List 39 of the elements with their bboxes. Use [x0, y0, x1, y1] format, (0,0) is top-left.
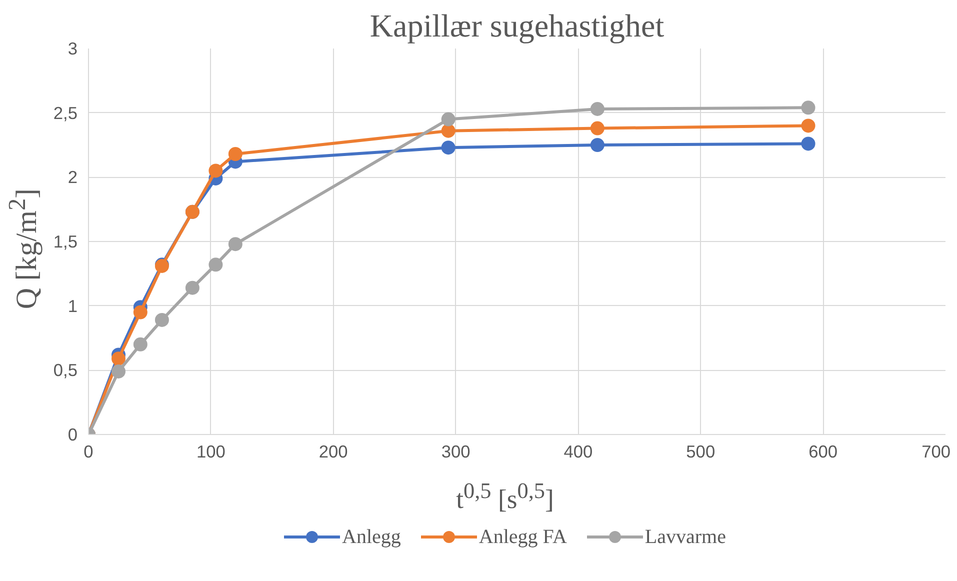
point [801, 136, 816, 151]
point [441, 112, 456, 126]
x-tick-label: 100 [196, 442, 226, 462]
x-tick-label: 200 [318, 442, 348, 462]
y-tick-label: 1,5 [53, 232, 78, 252]
point [208, 164, 223, 178]
legend-label: Anlegg [342, 525, 401, 550]
y-tick-label: 0,5 [53, 360, 78, 380]
legend-label: Lavvarme [644, 525, 726, 550]
point [133, 337, 148, 352]
point [590, 121, 604, 136]
point [228, 147, 242, 161]
point [441, 140, 456, 155]
y-tick-label: 2,5 [53, 102, 78, 123]
point [185, 280, 200, 295]
point [801, 100, 816, 115]
x-tick-label: 500 [686, 442, 716, 462]
y-tick-label: 1 [68, 296, 78, 316]
x-axis-title: t$^{0,5}$ [s$^{0,5}$] [455, 477, 555, 516]
legend-label: Anlegg FA [478, 525, 567, 550]
chart-title: Kapillær sugehastighet [370, 8, 664, 44]
point [590, 138, 604, 152]
x-tick-label: 400 [564, 442, 593, 462]
point [441, 124, 456, 138]
point [590, 102, 604, 116]
x-tick-label: 0 [84, 442, 94, 462]
point [154, 313, 169, 327]
y-tick-label: 3 [68, 38, 78, 58]
x-tick-label: 600 [808, 442, 838, 462]
x-tick-label: 300 [441, 442, 470, 462]
point [228, 237, 242, 252]
y-tick-label: 0 [68, 424, 78, 444]
point [133, 305, 148, 320]
point [111, 352, 126, 366]
y-tick-label: 2 [68, 167, 78, 188]
x-tick-label: 700 [922, 442, 951, 462]
point [208, 258, 223, 272]
point [801, 118, 816, 133]
point [111, 364, 126, 378]
